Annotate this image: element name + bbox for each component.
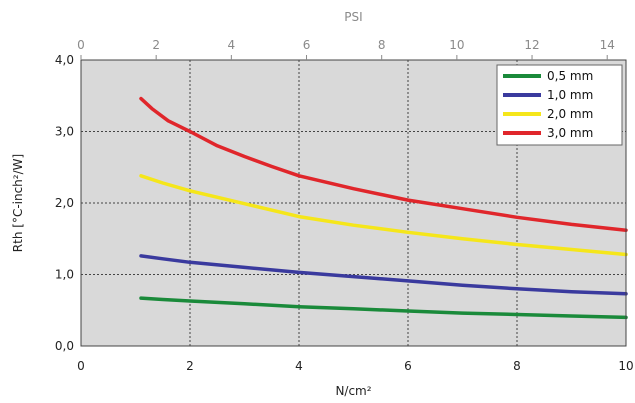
series-line bbox=[139, 174, 628, 257]
plot-frame bbox=[80, 59, 627, 347]
top-tick-label: 14 bbox=[600, 38, 615, 52]
top-tick-label: 10 bbox=[449, 38, 464, 52]
y-tick-label: 4,0 bbox=[55, 53, 74, 67]
x-tick-label: 2 bbox=[186, 359, 194, 373]
top-tick-label: 8 bbox=[378, 38, 386, 52]
tick-labels: 0 2 4 6 8 100,01,02,03,04,00 2 4 6 8 10 12 14 bbox=[55, 38, 634, 373]
top-axis-title: PSI bbox=[344, 10, 362, 24]
grid bbox=[81, 60, 626, 346]
top-tick-label: 4 bbox=[228, 38, 236, 52]
series-group bbox=[139, 96, 628, 320]
top-tick-label: 12 bbox=[524, 38, 539, 52]
y-axis-title: Rth [°C-inch²/W] bbox=[11, 154, 25, 252]
series-line bbox=[139, 296, 628, 320]
x-tick-label: 8 bbox=[513, 359, 521, 373]
top-tick-label: 6 bbox=[303, 38, 311, 52]
legend-label: 0,5 mm bbox=[547, 69, 593, 83]
y-tick-label: 0,0 bbox=[55, 339, 74, 353]
legend-label: 3,0 mm bbox=[547, 126, 593, 140]
top-tick-label: 2 bbox=[152, 38, 160, 52]
x-tick-label: 4 bbox=[295, 359, 303, 373]
y-tick-label: 2,0 bbox=[55, 196, 74, 210]
series-line bbox=[139, 254, 628, 296]
legend-label: 2,0 mm bbox=[547, 107, 593, 121]
y-tick-label: 3,0 bbox=[55, 125, 74, 139]
legend: 0,5 mm 1,0 mm 2,0 mm 3,0 mm bbox=[496, 64, 623, 146]
top-tick-label: 0 bbox=[77, 38, 85, 52]
y-tick-label: 1,0 bbox=[55, 268, 74, 282]
x-axis-title: N/cm² bbox=[335, 384, 371, 398]
x-tick-label: 10 bbox=[618, 359, 633, 373]
x-tick-label: 6 bbox=[404, 359, 412, 373]
series-line bbox=[139, 96, 628, 232]
x-tick-label: 0 bbox=[77, 359, 85, 373]
legend-label: 1,0 mm bbox=[547, 88, 593, 102]
